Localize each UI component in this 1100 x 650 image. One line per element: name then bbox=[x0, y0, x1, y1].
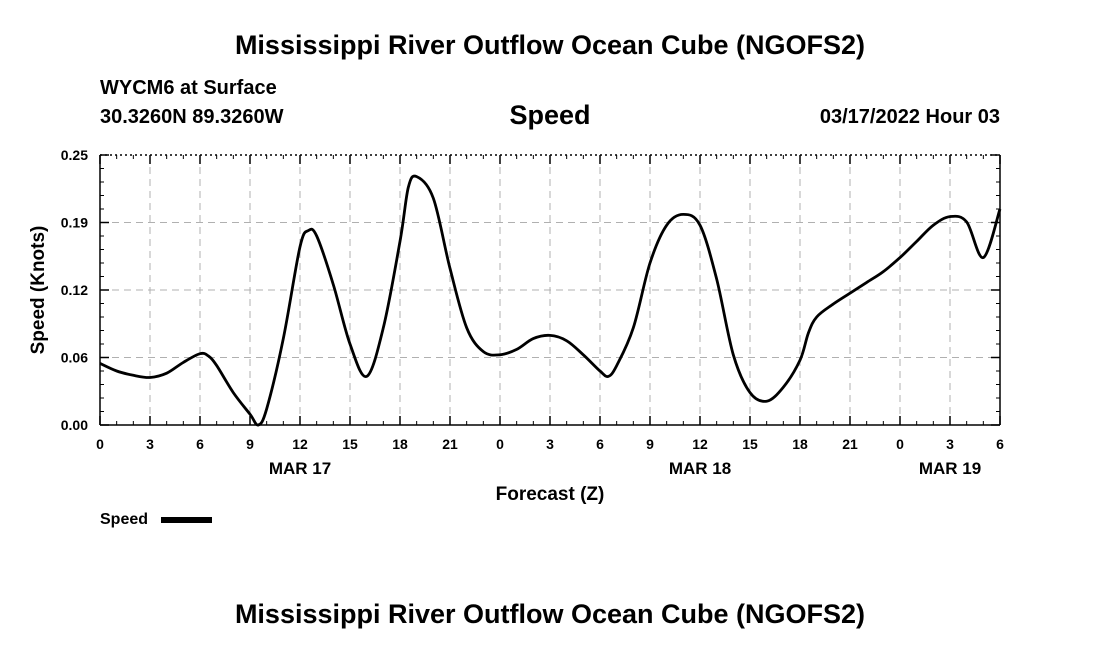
chart-title: Mississippi River Outflow Ocean Cube (NG… bbox=[234, 30, 866, 60]
x-tick-label: 0 bbox=[896, 436, 904, 452]
x-tick-label: 21 bbox=[842, 436, 858, 452]
y-tick-label: 0.25 bbox=[61, 147, 88, 163]
date-label: MAR 19 bbox=[919, 459, 981, 478]
x-tick-label: 12 bbox=[292, 436, 308, 452]
station-label: WYCM6 at Surface bbox=[100, 77, 277, 99]
x-tick-label: 6 bbox=[996, 436, 1004, 452]
x-tick-label: 3 bbox=[946, 436, 954, 452]
x-axis-title: Forecast (Z) bbox=[496, 484, 605, 505]
x-tick-label: 15 bbox=[742, 436, 758, 452]
chart-subtitle: Speed bbox=[509, 100, 591, 130]
x-tick-label: 21 bbox=[442, 436, 458, 452]
x-tick-label: 0 bbox=[496, 436, 504, 452]
bottom-chart-title: Mississippi River Outflow Ocean Cube (NG… bbox=[234, 599, 866, 629]
y-tick-label: 0.19 bbox=[61, 215, 88, 231]
x-tick-label: 6 bbox=[596, 436, 604, 452]
date-label: MAR 17 bbox=[269, 459, 331, 478]
x-tick-label: 9 bbox=[646, 436, 654, 452]
date-label: MAR 18 bbox=[669, 459, 731, 478]
forecast-datetime: 03/17/2022 Hour 03 bbox=[819, 106, 1000, 128]
y-tick-label: 0.12 bbox=[61, 282, 88, 298]
x-tick-label: 9 bbox=[246, 436, 254, 452]
y-tick-label: 0.00 bbox=[61, 417, 88, 433]
legend-label: Speed bbox=[100, 511, 148, 528]
legend-swatch bbox=[161, 517, 212, 523]
speed-series-line bbox=[99, 174, 1002, 427]
x-tick-label: 6 bbox=[196, 436, 204, 452]
x-tick-label: 15 bbox=[342, 436, 358, 452]
x-tick-label: 18 bbox=[792, 436, 808, 452]
y-axis-title: Speed (Knots) bbox=[28, 226, 49, 355]
x-tick-label: 18 bbox=[392, 436, 408, 452]
station-coordinates: 30.3260N 89.3260W bbox=[100, 106, 284, 128]
x-tick-label: 0 bbox=[96, 436, 104, 452]
y-tick-label: 0.06 bbox=[61, 350, 88, 366]
x-tick-label: 3 bbox=[146, 436, 154, 452]
x-tick-label: 12 bbox=[692, 436, 708, 452]
x-tick-label: 3 bbox=[546, 436, 554, 452]
